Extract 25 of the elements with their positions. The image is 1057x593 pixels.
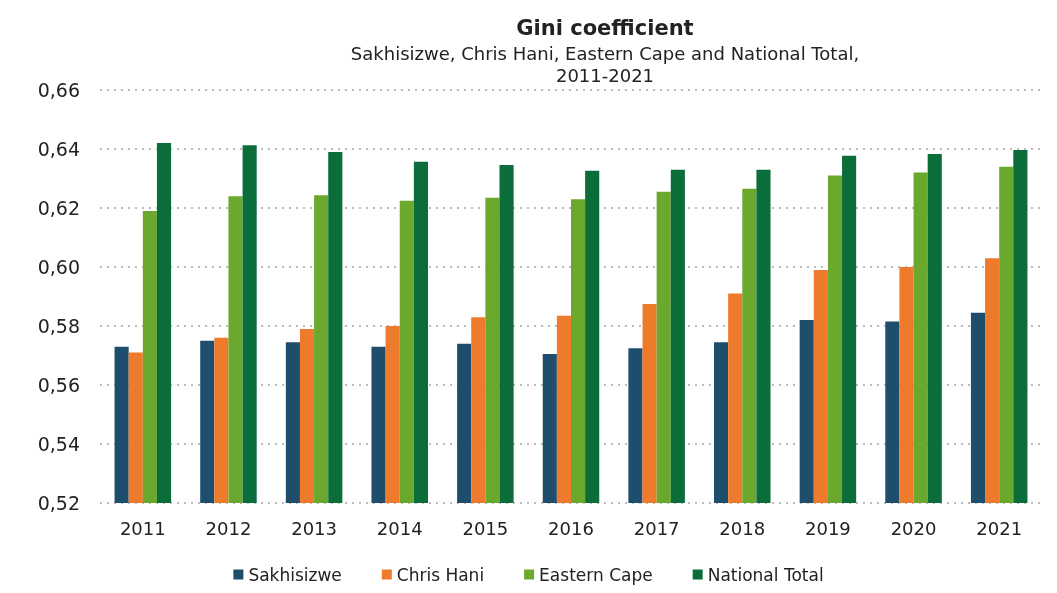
x-tick-label: 2012 [205,517,252,539]
x-tick-label: 2019 [805,517,851,539]
chart-subtitle: Sakhisizwe, Chris Hani, Eastern Cape and National Total, 2011-2021 [350,42,860,86]
x-tick-label: 2015 [462,517,509,539]
legend-label: National Total [707,564,824,585]
x-tick-label: 2013 [291,517,337,539]
y-tick-label: 0,62 [37,197,80,219]
legend-label: Chris Hani [396,564,485,585]
y-tick-label: 0,66 [37,79,80,101]
x-tick-label: 2021 [976,517,1023,539]
y-tick-label: 0,52 [37,492,80,514]
legend-label: Eastern Cape [539,564,653,585]
y-tick-label: 0,58 [37,315,80,337]
y-tick-label: 0,54 [37,433,80,455]
x-tick-label: 2014 [376,517,423,539]
x-tick-label: 2011 [119,517,166,539]
x-tick-label: 2017 [633,517,680,539]
y-tick-label: 0,60 [37,256,80,278]
chart-title: Gini coefficient [516,15,694,40]
y-tick-label: 0,56 [37,374,80,396]
legend-label: Sakhisizwe [248,564,342,585]
x-tick-label: 2020 [890,517,937,539]
x-tick-label: 2016 [548,517,594,539]
x-tick-label: 2018 [719,517,766,539]
y-tick-label: 0,64 [37,138,80,160]
